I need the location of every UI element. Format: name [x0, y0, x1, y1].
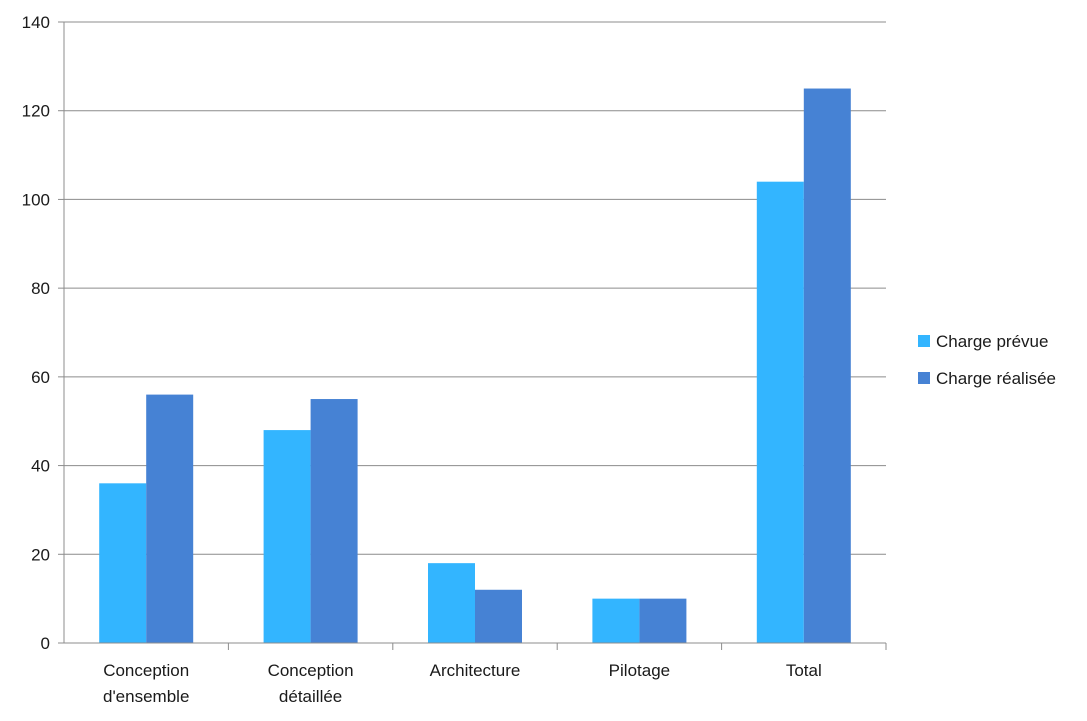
gridlines [64, 21, 886, 555]
y-tick-label: 120 [22, 102, 50, 121]
bar [263, 430, 311, 643]
legend-swatch [918, 335, 930, 347]
bar [146, 394, 194, 643]
x-tick-label-line: d'ensemble [103, 687, 189, 706]
x-tick-label: Conception d'ensemble [103, 661, 189, 706]
bar [592, 598, 640, 643]
y-tick-labels: 0 20 40 60 80 100 120 140 [22, 13, 50, 653]
legend-swatch [918, 372, 930, 384]
bar [475, 589, 522, 643]
bar [310, 399, 358, 643]
y-tick-label: 60 [31, 368, 50, 387]
legend-label: Charge prévue [936, 332, 1048, 351]
bars [99, 88, 851, 644]
bar [803, 88, 851, 644]
x-tick-label: Total [786, 661, 822, 680]
x-tick-label-line: Architecture [430, 661, 521, 680]
bar [428, 563, 475, 643]
x-tick-label-line: Total [786, 661, 822, 680]
y-tick-label: 0 [41, 634, 50, 653]
x-tick-labels: Conception d'ensemble Conception détaillée A… [103, 661, 822, 706]
x-tick-label-line: Conception [103, 661, 189, 680]
x-tick-label: Conception détaillée [268, 661, 354, 706]
y-tick-label: 20 [31, 545, 50, 564]
x-tick-label: Pilotage [609, 661, 670, 680]
bar [639, 598, 687, 643]
y-tick-label: 140 [22, 13, 50, 32]
x-tick-label-line: Pilotage [609, 661, 670, 680]
y-tick-label: 80 [31, 279, 50, 298]
y-tick-label: 40 [31, 457, 50, 476]
x-tick-label-line: détaillée [279, 687, 342, 706]
y-tick-label: 100 [22, 190, 50, 209]
legend-label: Charge réalisée [936, 369, 1056, 388]
bar [99, 483, 147, 643]
legend: Charge prévue Charge réalisée [918, 332, 1056, 388]
x-tick-label: Architecture [430, 661, 521, 680]
axes [58, 21, 887, 650]
bar [756, 181, 804, 643]
x-tick-label-line: Conception [268, 661, 354, 680]
